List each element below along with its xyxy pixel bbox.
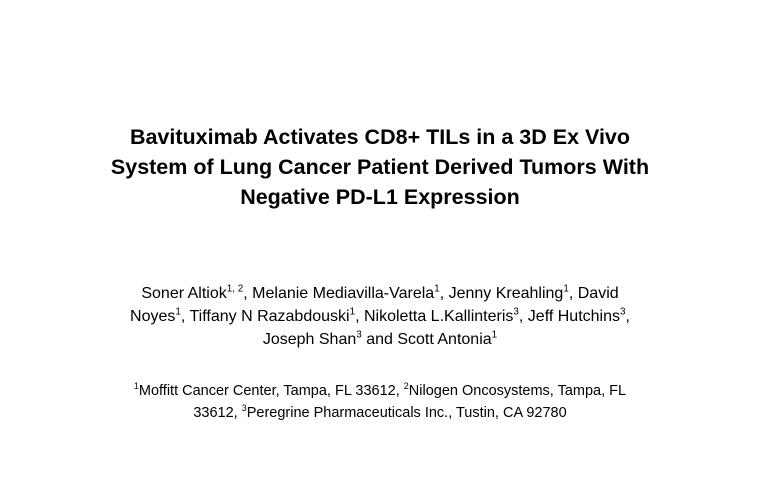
affiliation-mark: 3 (241, 403, 247, 414)
author-name: Noyes (130, 308, 176, 325)
author-affiliation-mark: 1, 2 (226, 283, 244, 295)
author-separator: , (625, 308, 630, 325)
author-name: , Melanie Mediavilla-Varela (243, 285, 435, 302)
title-line-1: Bavituximab Activates CD8+ TILs in a 3D … (129, 125, 631, 149)
affiliation-line-2: 33612, 3Peregrine Pharmaceuticals Inc., … (20, 402, 740, 424)
affiliation-line-1: 1Moffitt Cancer Center, Tampa, FL 33612,… (20, 380, 740, 402)
author-name: , Tiffany N Razabdouski (180, 308, 350, 325)
author-affiliation-mark: 3 (620, 306, 626, 318)
title-line-3: Negative PD-L1 Expression (240, 185, 520, 209)
affiliation-mark: 2 (403, 381, 409, 392)
author-line-1: Soner Altiok1, 2, Melanie Mediavilla-Var… (20, 282, 740, 305)
affiliation-mark: 1 (133, 381, 139, 392)
author-line-3: Joseph Shan3 and Scott Antonia1 (20, 328, 740, 351)
affiliation-list: 1Moffitt Cancer Center, Tampa, FL 33612,… (20, 380, 740, 424)
affiliation-text: 33612, (193, 405, 242, 421)
author-name: and Scott Antonia (361, 331, 492, 348)
paper-title: Bavituximab Activates CD8+ TILs in a 3D … (20, 122, 740, 212)
affiliation-text: Nilogen Oncosystems, Tampa, FL (408, 383, 627, 399)
author-affiliation-mark: 1 (349, 306, 356, 318)
author-line-2: Noyes1, Tiffany N Razabdouski1, Nikolett… (20, 305, 740, 328)
affiliation-text: Peregrine Pharmaceuticals Inc., Tustin, … (246, 405, 567, 421)
author-name: , David (568, 285, 619, 302)
author-affiliation-mark: 1 (563, 283, 569, 295)
author-affiliation-mark: 3 (356, 329, 362, 341)
author-name: Soner Altiok (141, 285, 227, 302)
author-affiliation-mark: 3 (513, 306, 519, 318)
author-name: , Nikoletta L.Kallinteris (355, 308, 514, 325)
author-name: , Jeff Hutchins (518, 308, 620, 325)
author-name: , Jenny Kreahling (439, 285, 564, 302)
affiliation-text: Moffitt Cancer Center, Tampa, FL 33612, (138, 383, 404, 399)
author-affiliation-mark: 1 (491, 329, 498, 341)
author-list: Soner Altiok1, 2, Melanie Mediavilla-Var… (20, 282, 740, 351)
author-affiliation-mark: 1 (175, 306, 181, 318)
author-affiliation-mark: 1 (434, 283, 440, 295)
author-name: Joseph Shan (262, 331, 357, 348)
title-line-2: System of Lung Cancer Patient Derived Tu… (110, 155, 650, 179)
